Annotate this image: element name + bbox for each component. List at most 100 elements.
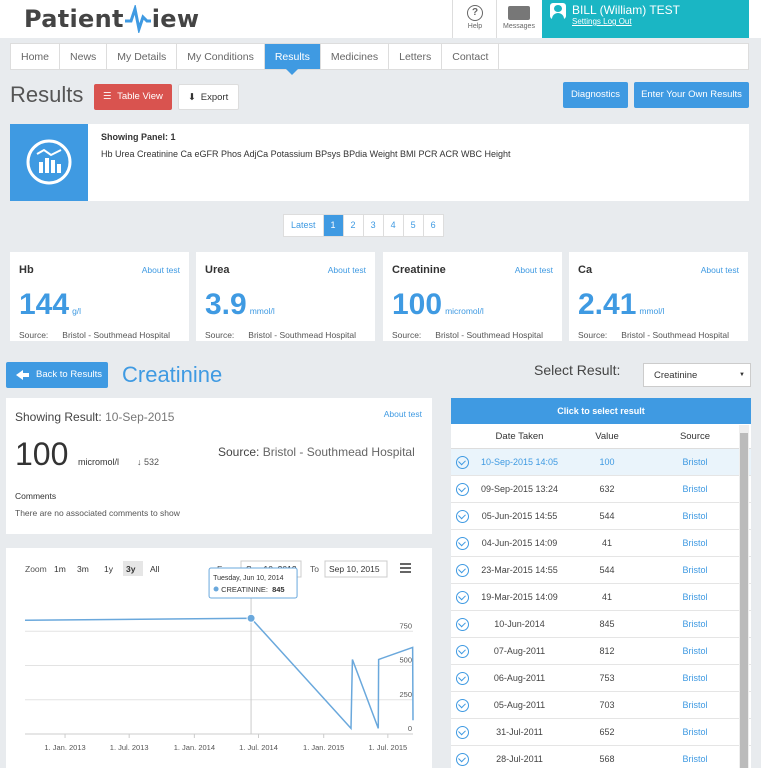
about-test-link[interactable]: About test (383, 409, 422, 419)
zoom-1y-button[interactable]: 1y (104, 564, 114, 574)
list-icon: ☰ (103, 91, 112, 102)
page-title: Results (10, 82, 84, 107)
page-6[interactable]: 6 (422, 215, 443, 236)
tooltip-marker (213, 586, 219, 592)
x-tick-label: 1. Jul. 2014 (239, 743, 278, 752)
y-tick-label: 250 (399, 690, 412, 699)
chart-select-icon (456, 645, 469, 658)
column-headers: Date Taken Value Source (451, 424, 751, 449)
chart-select-icon (456, 726, 469, 739)
messages-button[interactable]: Messages (496, 0, 541, 38)
main-nav: Home News My Details My Conditions Resul… (10, 43, 749, 75)
chart-select-icon (456, 564, 469, 577)
tooltip-value: 845 (272, 585, 285, 594)
y-tick-label: 750 (399, 621, 412, 630)
table-row[interactable]: 19-Mar-2015 14:09 41 Bristol (451, 584, 751, 611)
page-1[interactable]: 1 (322, 215, 343, 236)
help-button[interactable]: ? Help (452, 0, 497, 38)
panel-summary: Showing Panel: 1 Hb Urea Creatinine Ca e… (10, 124, 749, 201)
user-panel: BILL (William) TEST Settings Log Out (542, 0, 749, 38)
panel-title: Showing Panel: 1 (101, 132, 176, 142)
result-unit: micromol/l (78, 457, 120, 467)
chart-select-icon (456, 753, 469, 766)
nav-medicines[interactable]: Medicines (321, 44, 390, 69)
table-row[interactable]: 10-Sep-2015 14:05 100 Bristol (451, 449, 751, 476)
chart-select-icon (456, 591, 469, 604)
result-select[interactable]: Creatinine (643, 363, 751, 387)
diagnostics-button[interactable]: Diagnostics (563, 82, 628, 108)
table-row[interactable]: 05-Aug-2011 703 Bristol (451, 692, 751, 719)
result-card-creatinine[interactable]: Creatinine About test 100 micromol/l Sourc… (383, 252, 562, 341)
nav-home[interactable]: Home (11, 44, 61, 69)
chart-menu-icon[interactable] (400, 563, 411, 573)
y-tick-label: 0 (408, 724, 412, 733)
result-card-ca[interactable]: Ca About test 2.41 mmol/l Source: Bristol -… (569, 252, 748, 341)
x-tick-label: 1. Jul. 2015 (368, 743, 407, 752)
chart-panel-icon (10, 124, 88, 201)
settings-link[interactable]: Settings (572, 17, 601, 26)
chart-select-icon (456, 537, 469, 550)
table-row[interactable]: 28-Jul-2011 568 Bristol (451, 746, 751, 768)
x-tick-label: 1. Jul. 2013 (110, 743, 149, 752)
table-row[interactable]: 10-Jun-2014 845 Bristol (451, 611, 751, 638)
tooltip (208, 567, 298, 599)
table-row[interactable]: 09-Sep-2015 13:24 632 Bristol (451, 476, 751, 503)
page-latest[interactable]: Latest (291, 220, 316, 230)
chart-select-icon (456, 699, 469, 712)
comments-text: There are no associated comments to show (15, 508, 180, 518)
page-3[interactable]: 3 (362, 215, 383, 236)
y-tick-label: 500 (399, 656, 412, 665)
nav-results[interactable]: Results (264, 44, 321, 75)
x-tick-label: 1. Jan. 2014 (174, 743, 215, 752)
table-view-button[interactable]: ☰ Table View (94, 84, 172, 110)
about-test-link[interactable]: About test (700, 265, 739, 275)
detail-title: Creatinine (122, 362, 223, 387)
nav-letters[interactable]: Letters (389, 44, 443, 69)
zoom-All-button[interactable]: All (150, 564, 160, 574)
page-2[interactable]: 2 (342, 215, 363, 236)
table-row[interactable]: 07-Aug-2011 812 Bristol (451, 638, 751, 665)
zoom-1m-button[interactable]: 1m (54, 564, 66, 574)
tooltip-series: CREATININE: (221, 585, 268, 594)
table-row[interactable]: 31-Jul-2011 652 Bristol (451, 719, 751, 746)
table-row[interactable]: 04-Jun-2015 14:09 41 Bristol (451, 530, 751, 557)
result-detail-card: Showing Result: 10-Sep-2015 About test 1… (6, 398, 432, 534)
tooltip-date: Tuesday, Jun 10, 2014 (213, 575, 284, 582)
page-5[interactable]: 5 (402, 215, 423, 236)
table-scrollbar[interactable] (739, 425, 749, 768)
about-test-link[interactable]: About test (514, 265, 553, 275)
chart-select-icon (456, 483, 469, 496)
back-to-results-button[interactable]: Back to Results (6, 362, 108, 388)
about-test-link[interactable]: About test (141, 265, 180, 275)
chart-select-icon (456, 672, 469, 685)
to-label: To (310, 564, 319, 574)
logout-link[interactable]: Log Out (603, 17, 632, 26)
nav-news[interactable]: News (60, 44, 108, 69)
x-tick-label: 1. Jan. 2013 (44, 743, 85, 752)
about-test-link[interactable]: About test (327, 265, 366, 275)
zoom-3m-button[interactable]: 3m (77, 564, 89, 574)
zoom-3y-button[interactable]: 3y (126, 564, 136, 574)
user-name: BILL (William) TEST (572, 3, 681, 17)
enter-results-button[interactable]: Enter Your Own Results (634, 82, 749, 108)
comments-title: Comments (15, 491, 57, 501)
x-tick-label: 1. Jan. 2015 (303, 743, 344, 752)
page-4[interactable]: 4 (382, 215, 403, 236)
export-button[interactable]: ⬇ Export (178, 84, 239, 110)
help-icon: ? (467, 5, 483, 21)
nav-contact[interactable]: Contact (442, 44, 500, 69)
table-row[interactable]: 23-Mar-2015 14:55 544 Bristol (451, 557, 751, 584)
logo[interactable]: Patient iew (24, 5, 200, 33)
result-card-urea[interactable]: Urea About test 3.9 mmol/l Source: Bristol … (196, 252, 375, 341)
nav-my-details[interactable]: My Details (107, 44, 178, 69)
table-row[interactable]: 05-Jun-2015 14:55 544 Bristol (451, 503, 751, 530)
table-row[interactable]: 06-Aug-2011 753 Bristol (451, 665, 751, 692)
nav-my-conditions[interactable]: My Conditions (177, 44, 265, 69)
to-date-input[interactable] (324, 560, 388, 578)
to-date: Sep 10, 2015 (329, 564, 380, 574)
result-card-hb[interactable]: Hb About test 144 g/l Source: Bristol - Sou… (10, 252, 189, 341)
result-value: 100 (15, 436, 69, 472)
hover-point (246, 613, 256, 623)
chart-select-icon (456, 456, 469, 469)
